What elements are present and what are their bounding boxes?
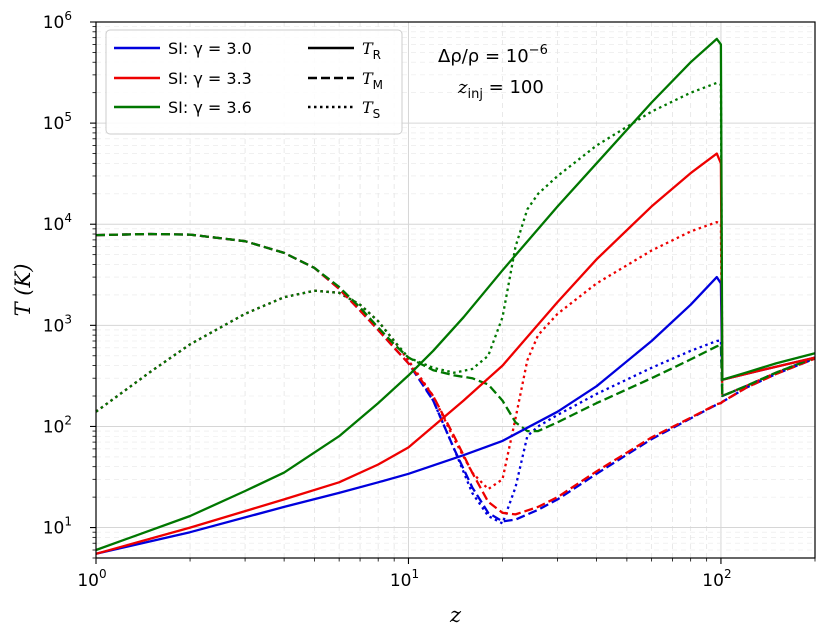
annotation-density-contrast: Δρ/ρ = 10−6 (438, 43, 548, 67)
series-line (95, 152, 816, 555)
y-axis-label-text: T (K) (11, 264, 35, 317)
y-tick-label: 105 (43, 110, 72, 134)
legend-label-gamma-3-3: SI: γ = 3.3 (168, 69, 252, 88)
y-tick-label: 102 (43, 413, 72, 437)
series-line (95, 232, 816, 523)
legend-label-t-s: TS (362, 98, 380, 121)
x-tick-label: 101 (390, 567, 419, 591)
y-tick-label: 103 (43, 312, 72, 336)
legend-label-t-r: TR (362, 39, 381, 62)
series-line (95, 232, 816, 516)
x-axis-label: z (449, 603, 462, 627)
x-tick-label: 102 (702, 567, 731, 591)
legend-label-t-m: TM (362, 69, 383, 92)
legend-label-gamma-3-0: SI: γ = 3.0 (168, 39, 252, 58)
axis-ticks: 100 101 102 101 102 103 104 105 106 (43, 9, 816, 591)
y-tick-label: 104 (43, 211, 72, 235)
y-tick-label: 106 (43, 9, 72, 33)
x-tick-label: 100 (77, 567, 106, 591)
series-lines (95, 37, 816, 555)
series-line (95, 37, 816, 552)
plot-frame (95, 21, 816, 559)
series-line (95, 220, 816, 491)
annotation-injection-redshift: zinj = 100 (457, 77, 544, 102)
series-line (95, 232, 816, 433)
y-axis-label: T (K) (11, 264, 35, 317)
legend-box (105, 29, 403, 135)
series-line (95, 81, 816, 413)
legend-label-gamma-3-6: SI: γ = 3.6 (168, 98, 252, 117)
series-line (95, 275, 816, 555)
y-tick-label: 101 (43, 515, 72, 539)
legend: SI: γ = 3.0 SI: γ = 3.3 SI: γ = 3.6 TR T… (105, 29, 403, 135)
